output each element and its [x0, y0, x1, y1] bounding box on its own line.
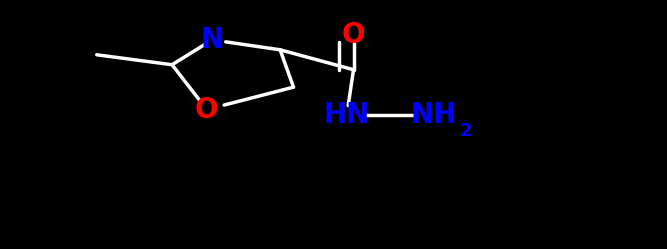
Text: O: O	[195, 96, 219, 124]
Text: N: N	[201, 26, 223, 54]
Text: HN: HN	[323, 101, 370, 128]
Text: NH: NH	[410, 101, 457, 128]
Text: 2: 2	[460, 122, 472, 140]
Text: O: O	[342, 21, 366, 49]
